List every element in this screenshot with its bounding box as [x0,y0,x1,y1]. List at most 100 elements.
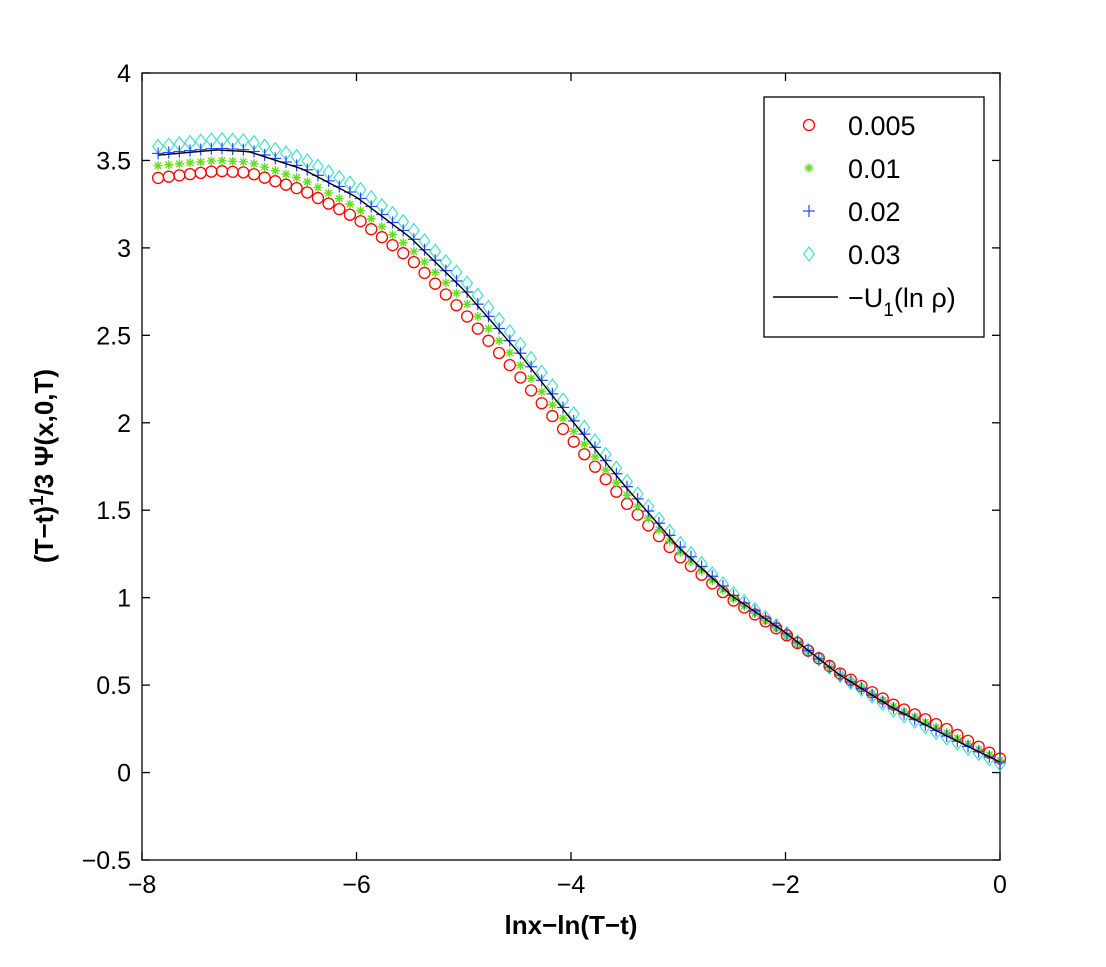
asterisk-stroke [431,268,439,277]
data-point [237,143,250,156]
data-point [196,157,206,167]
data-point [471,298,484,311]
data-point [354,215,367,228]
data-point [503,358,516,372]
x-tick-label: −2 [771,871,800,899]
data-point [599,454,612,467]
data-point [451,288,461,298]
asterisk-stroke [314,183,322,192]
data-point [420,257,430,267]
data-point [206,156,216,166]
data-point [556,422,570,436]
data-point [194,143,207,156]
asterisk-stroke [303,178,311,186]
y-tick-label: 2 [117,410,131,438]
data-point [164,160,174,170]
data-point [460,310,474,323]
data-point [185,158,195,168]
series-line [158,149,1001,763]
data-point [601,465,611,475]
asterisk-stroke [282,170,290,178]
data-point [610,467,623,480]
data-point [589,441,602,454]
asterisk-stroke [175,160,184,168]
legend-marker [803,246,815,262]
data-point [343,208,357,221]
data-point [663,529,676,542]
data-point [345,199,355,209]
asterisk-stroke [538,388,546,396]
data-point [462,299,472,309]
data-point [292,173,302,183]
data-point [994,756,1006,769]
data-point [578,448,591,461]
data-point [366,214,376,224]
legend: 0.005 0.01 0.02 0.03 −U1(ln ρ) [763,96,985,338]
legend-label: 0.01 [848,154,901,184]
data-point [716,579,729,592]
asterisk-stroke [207,157,216,165]
legend-item: 0.005 [802,111,916,141]
data-point [611,478,621,488]
y-axis-label-rest: /3 Ψ(x,0,T) [29,369,59,496]
y-tick-label: 2.5 [96,322,131,350]
data-point [674,541,687,554]
data-point [260,162,270,172]
asterisk-stroke [591,453,599,461]
data-point [377,222,387,232]
data-point [301,186,314,199]
data-point [505,348,515,358]
data-point [706,570,719,583]
data-point [174,159,184,169]
data-point [279,178,293,191]
x-tick-label: −6 [342,871,371,899]
data-point [281,169,291,179]
data-point [450,299,463,312]
asterisk-stroke [474,312,482,321]
data-point [494,336,504,346]
data-point [334,194,344,204]
legend-label: −U1(ln ρ) [848,283,956,321]
data-point [579,439,589,449]
data-point [388,230,398,240]
data-point [397,224,410,237]
data-point [590,452,600,462]
data-point [567,414,580,427]
legend-marker [802,118,816,132]
asterisk-stroke [506,349,514,357]
data-point [409,247,419,257]
legend-item: 0.02 [803,197,901,227]
legend-label: 0.03 [848,240,901,270]
ticks-layer: −8 −6 −4 −2 0 −0.5 0 0.5 1 1.5 2 2.5 3 3.5 4 [82,60,1007,899]
data-point [546,387,559,400]
asterisk-stroke [165,161,173,169]
data-point [270,166,280,176]
asterisk-stroke [805,164,813,172]
asterisk-stroke [229,157,237,165]
asterisk-stroke [410,247,418,256]
legend-item: 0.03 [803,240,901,270]
data-point [515,360,525,370]
data-point [397,247,410,260]
data-point [228,156,238,166]
data-point [631,492,644,505]
x-axis-label: lnx−ln(T−t) [505,910,638,940]
data-point [247,168,261,181]
y-tick-label: 4 [117,60,131,88]
data-point [567,435,580,448]
asterisk-stroke [548,401,557,409]
data-point [324,188,334,198]
y-tick-label: 0.5 [96,672,131,700]
legend-marker [804,163,814,173]
y-tick-label: 3 [117,235,131,263]
data-point [537,387,547,397]
data-point [302,177,312,187]
asterisk-stroke [356,207,365,215]
data-point [269,175,282,188]
data-point [547,400,557,410]
data-point [546,409,559,423]
data-point [365,200,378,213]
data-point [514,371,527,384]
data-point [727,589,740,602]
data-point [375,208,388,221]
